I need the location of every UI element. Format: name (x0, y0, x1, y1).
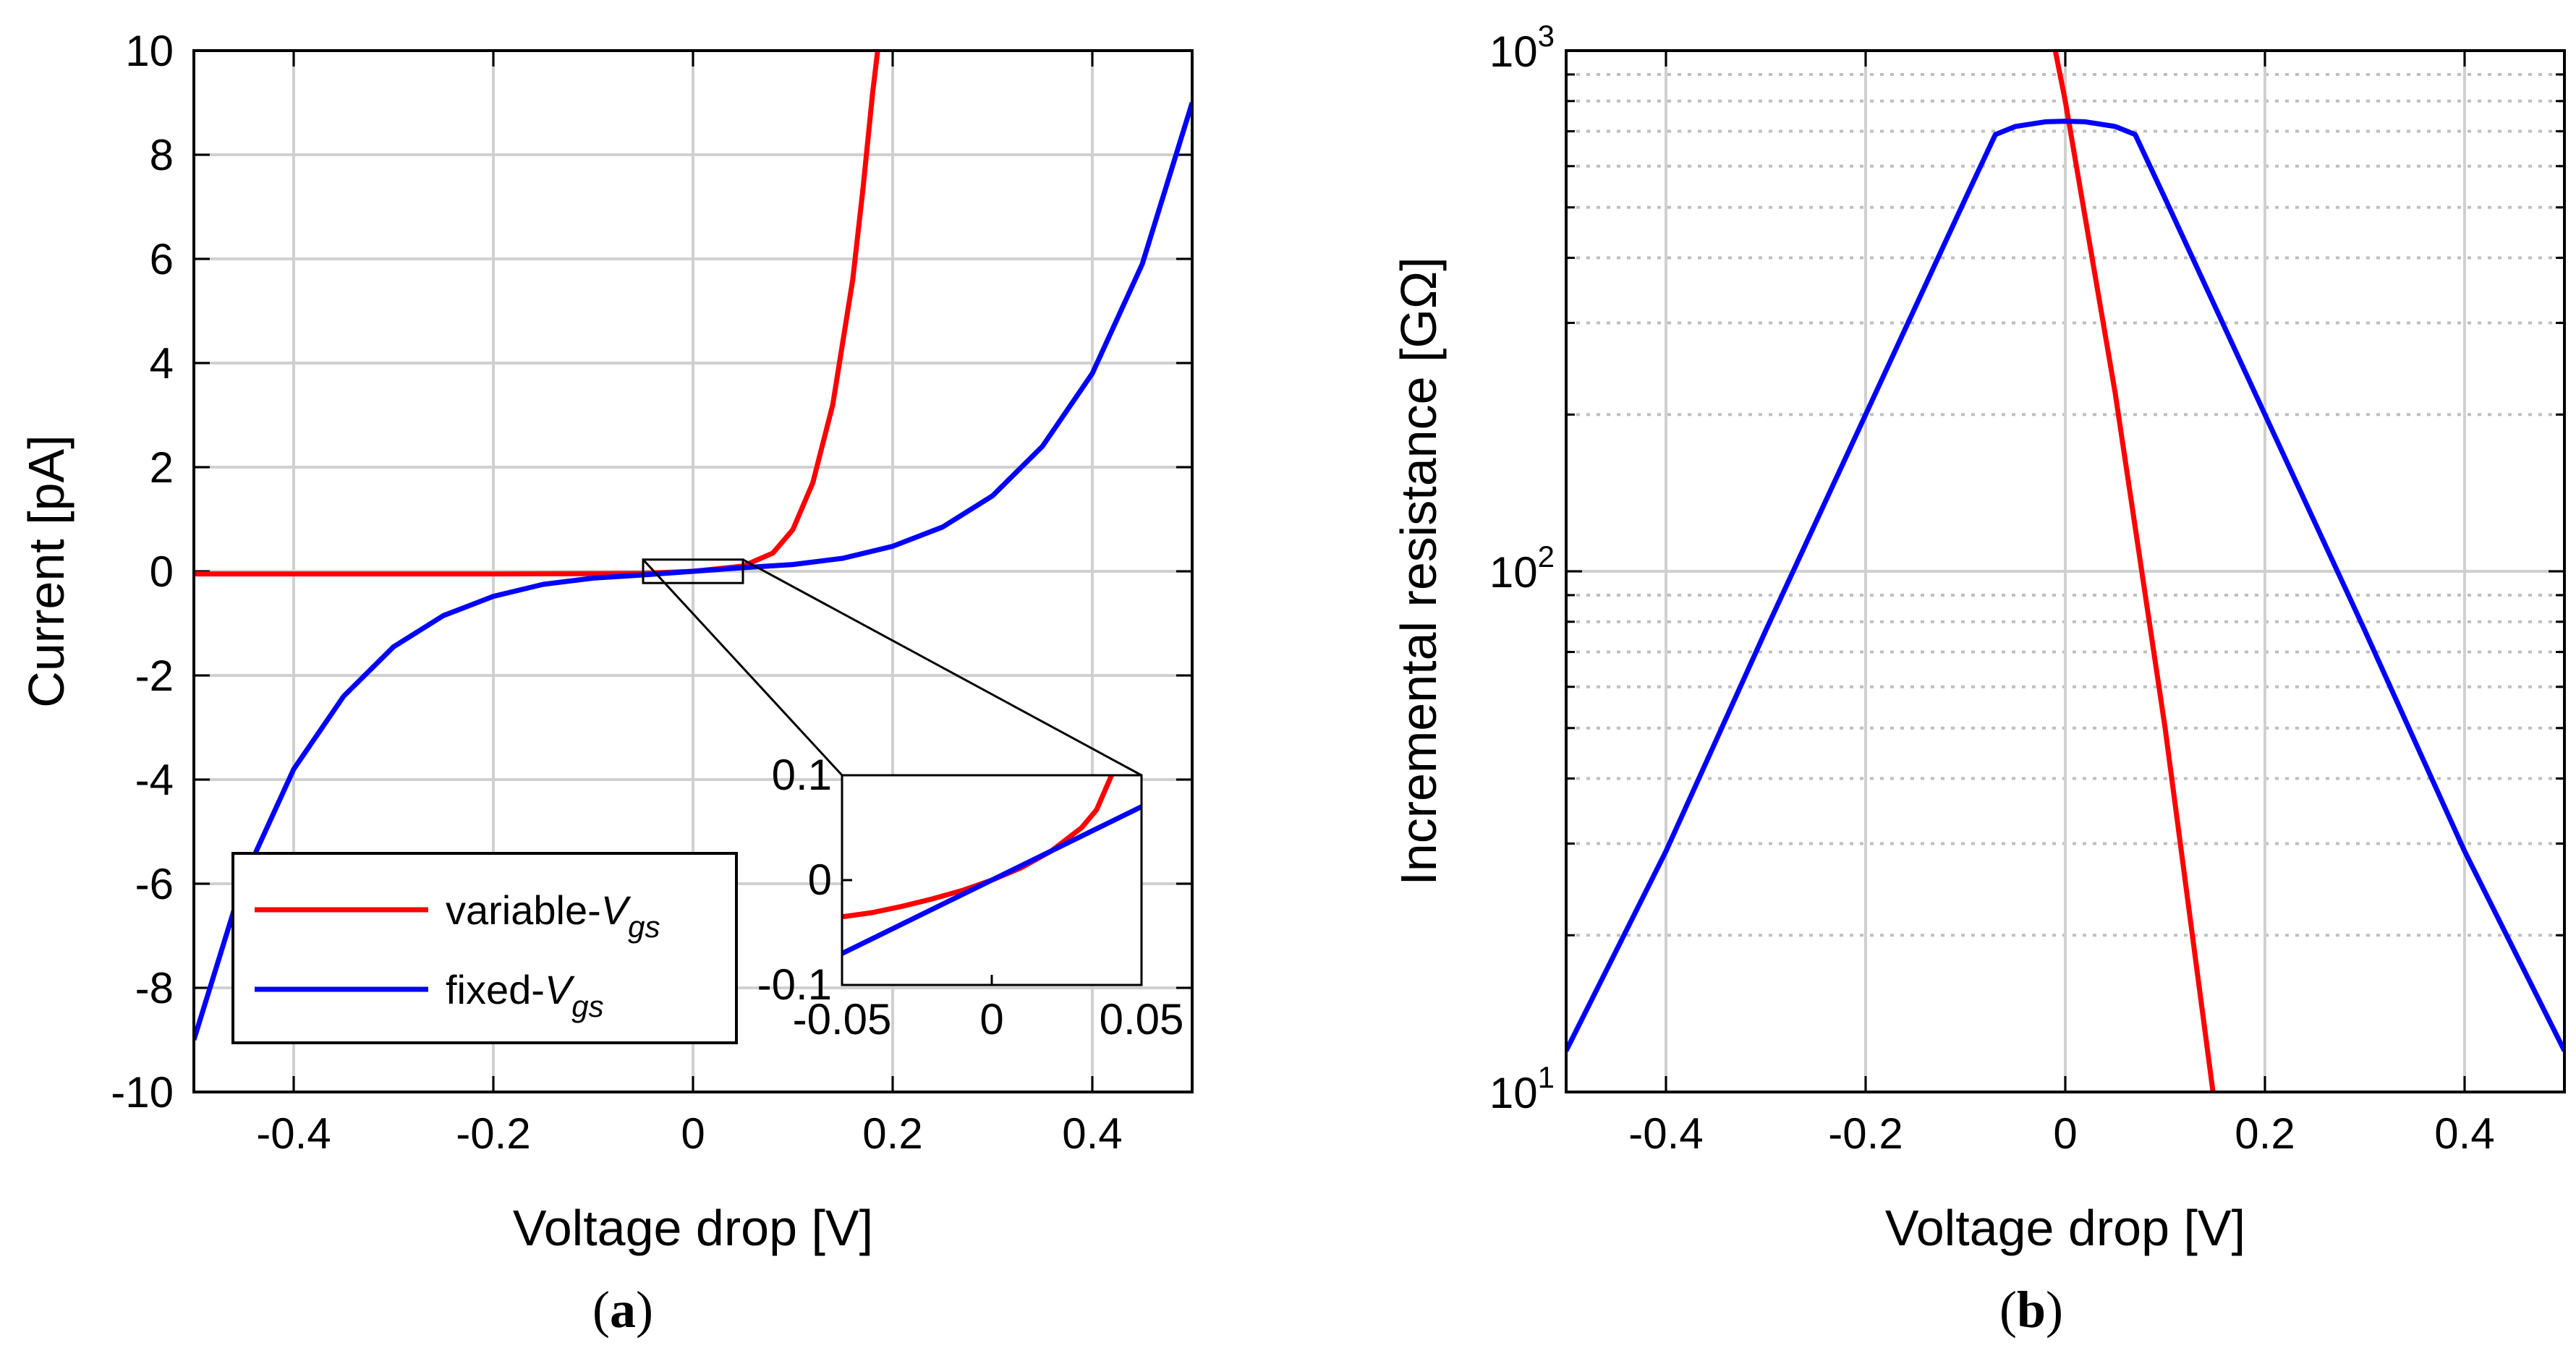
a-y-tick-label: -10 (111, 1068, 174, 1117)
a-y-tick-label: 10 (125, 27, 174, 75)
a-inset-x-tick-label: 0.05 (1100, 995, 1184, 1044)
b-plot-frame (1565, 49, 2566, 1093)
a-x-tick-label: -0.2 (456, 1109, 530, 1158)
b-x-tick-label: -0.4 (1628, 1109, 1703, 1158)
a-inset-series-group (842, 775, 1142, 956)
a-legend-label-fixed-v-gs: fixed-Vgs (446, 967, 604, 1023)
b-y-tick-base: 10 (1489, 1069, 1538, 1117)
a-y-tick-label: 2 (150, 443, 174, 492)
legend-label-text: variable- (446, 887, 601, 933)
a-x-axis-label: Voltage drop [V] (513, 1200, 873, 1256)
b-y-tick-label: 103 (1489, 19, 1555, 76)
a-inset-frame (841, 774, 1143, 986)
a-inset-y-tick-label: 0.1 (772, 751, 832, 799)
a-legend-box (231, 852, 738, 1044)
a-x-tick-label: 0.4 (1062, 1109, 1122, 1158)
a-y-tick-label: -6 (135, 860, 174, 908)
legend-label-symbol: V (601, 887, 632, 933)
a-y-axis-label: Current [pA] (18, 435, 75, 707)
caption-a-label: a (610, 1281, 636, 1339)
b-x-tick-label: 0.4 (2434, 1109, 2494, 1158)
caption-b-label: b (2017, 1281, 2046, 1339)
b-series-group (1566, 51, 2564, 1092)
a-x-tick-label: -0.4 (256, 1109, 331, 1158)
a-inset-x-tick-label: 0 (979, 995, 1003, 1044)
a-y-tick-label: -2 (135, 652, 174, 700)
b-series-variable-v-gs (2052, 51, 2216, 1092)
b-y-tick-base: 10 (1489, 27, 1538, 76)
a-x-tick-label: 0 (681, 1109, 705, 1158)
b-x-tick-label: -0.2 (1828, 1109, 1903, 1158)
b-y-tick-exponent: 1 (1538, 1060, 1555, 1094)
b-y-tick-exponent: 3 (1538, 19, 1555, 53)
panel-a-current-vs-voltage: -0.4 -0.2 0 0.2 0.4 -10 -8 -6 -4 -2 0 2 4 6 8 10 Voltage… (18, 27, 1194, 1256)
a-series-group (194, 51, 1192, 1041)
a-inset: -0.05 0 0.05 -0.1 0 0.1 (757, 751, 1184, 1044)
a-y-tick-label: 0 (150, 547, 174, 596)
b-y-tick-label: 102 (1489, 539, 1555, 597)
a-inset-x-tick-label: -0.05 (793, 995, 892, 1044)
b-y-axis-label: Incremental resistance [GΩ] (1390, 257, 1447, 885)
b-y-tick-exponent: 2 (1538, 539, 1555, 573)
b-x-axis-label: Voltage drop [V] (1885, 1200, 2245, 1256)
a-series-variable-v-gs (194, 51, 880, 577)
b-series-fixed-v-gs (1566, 119, 2564, 1052)
a-y-tick-label: 8 (150, 131, 174, 179)
legend-label-symbol: V (545, 967, 575, 1012)
a-legend-label-variable-v-gs: variable-Vgs (446, 887, 660, 944)
a-y-tick-label: 6 (150, 235, 174, 283)
legend-label-subscript: gs (571, 989, 603, 1023)
caption-b: (b) (1999, 1281, 2063, 1339)
a-inset-series-fixed-v-gs (842, 804, 1142, 956)
a-zoom-connector (742, 558, 1142, 777)
legend-label-text: fixed- (446, 967, 545, 1012)
b-y-tick-base: 10 (1489, 548, 1538, 597)
a-y-tick-label: 4 (150, 339, 174, 388)
b-y-tick-label: 101 (1489, 1060, 1555, 1117)
legend-label-subscript: gs (628, 910, 660, 944)
b-x-tick-label: 0.2 (2235, 1109, 2295, 1158)
a-zoom-box (642, 558, 744, 584)
a-y-tick-label: -4 (135, 756, 174, 804)
a-y-tick-label: -8 (135, 964, 174, 1012)
a-zoom-connector (642, 558, 843, 777)
a-plot-frame (192, 49, 1194, 1093)
b-x-tick-label: 0 (2053, 1109, 2077, 1158)
a-inset-y-tick-label: -0.1 (757, 960, 832, 1009)
a-series-fixed-v-gs (194, 101, 1192, 1041)
caption-a: (a) (592, 1281, 653, 1339)
a-x-tick-label: 0.2 (862, 1109, 922, 1158)
a-inset-y-tick-label: 0 (808, 856, 832, 904)
